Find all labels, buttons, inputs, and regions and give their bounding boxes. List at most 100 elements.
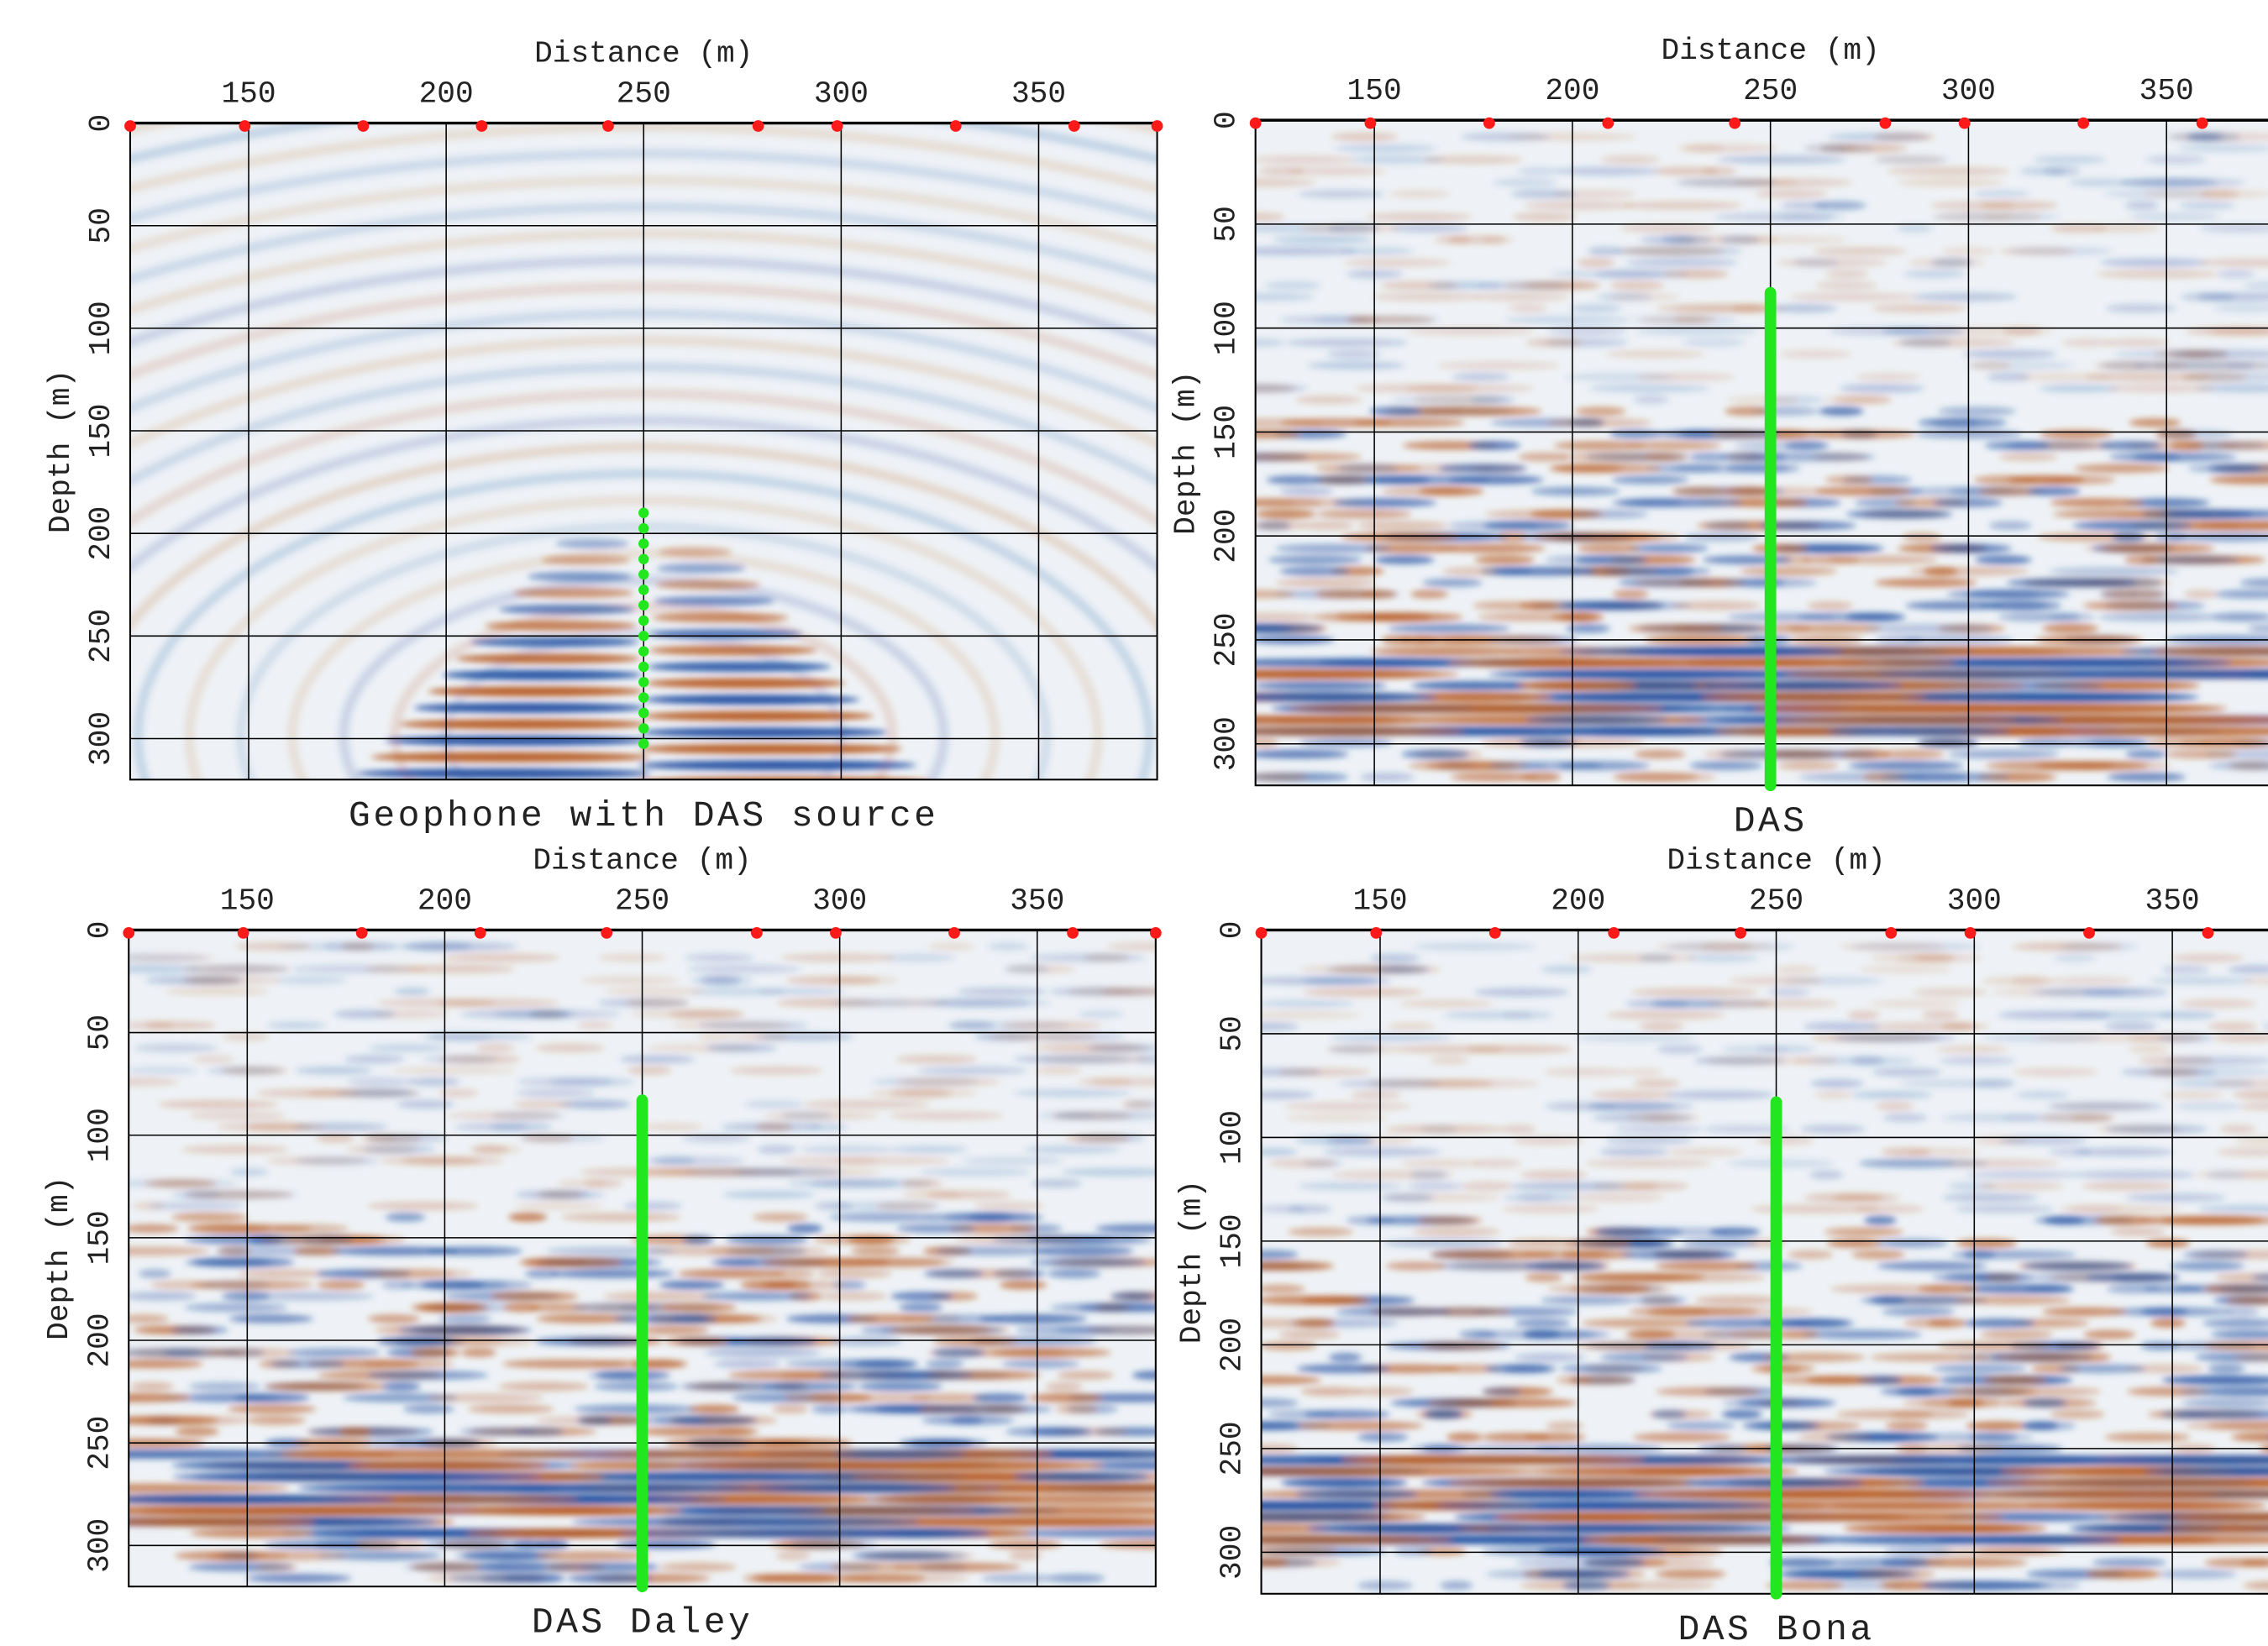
reflection	[1261, 1341, 1317, 1350]
reflection	[422, 1539, 546, 1549]
reflection	[2139, 1341, 2181, 1350]
reflection	[1633, 1490, 1985, 1499]
reflection	[2170, 1079, 2256, 1088]
reflection	[512, 1099, 572, 1109]
reflection	[403, 1404, 454, 1414]
reflection	[1779, 349, 1852, 359]
reflection	[1028, 1393, 1103, 1402]
reflection	[1078, 1303, 1156, 1313]
y-tick-label: 50	[82, 1014, 117, 1051]
reflection	[1562, 1580, 1612, 1591]
reflection	[1410, 681, 1542, 690]
reflection	[129, 1020, 174, 1030]
reflection	[1704, 749, 1761, 759]
reflection	[1525, 1261, 1605, 1271]
reflection	[129, 1066, 198, 1075]
reflection	[2050, 223, 2108, 233]
reflection	[1278, 486, 1334, 496]
x-axis-label: Distance (m)	[1661, 34, 1879, 68]
reflection	[1866, 1022, 1990, 1031]
reflection	[1255, 692, 1437, 702]
reflection	[1013, 1055, 1136, 1064]
y-tick-label: 300	[82, 1518, 117, 1573]
reflection	[498, 604, 636, 615]
reflection	[2113, 349, 2231, 359]
reflection	[255, 1562, 299, 1572]
reflection	[1261, 1558, 1289, 1567]
reflection	[1891, 338, 2016, 348]
reflection	[1612, 773, 1698, 782]
reflection	[1576, 258, 1615, 267]
reflection	[1284, 1102, 1411, 1111]
reflection	[2067, 1204, 2181, 1214]
reflection	[1633, 1296, 1688, 1305]
reflection	[498, 1381, 590, 1392]
y-axis-label: Depth (m)	[1174, 1180, 1209, 1344]
reflection	[2095, 1216, 2155, 1225]
reflection	[1998, 1010, 2111, 1020]
reflection	[1783, 1512, 2005, 1522]
reflection	[1651, 1409, 1687, 1419]
reflection	[1304, 1409, 1390, 1419]
reflection	[619, 1055, 696, 1064]
reflection	[1622, 1558, 1714, 1567]
reflection	[643, 710, 874, 721]
reflection	[238, 1269, 329, 1278]
reflection	[1707, 429, 1762, 439]
reflection	[1784, 1329, 1819, 1339]
reflection	[1483, 1523, 1793, 1533]
reflection	[647, 662, 832, 672]
reflection	[1809, 1170, 1844, 1180]
reflection	[1424, 1546, 1467, 1556]
reflection	[1357, 1433, 1409, 1442]
reflection	[1405, 384, 1536, 393]
reflection	[567, 1574, 653, 1583]
reflection	[1640, 235, 1713, 244]
reflection	[1013, 1472, 1150, 1481]
reflection	[2085, 372, 2211, 382]
reflection	[1446, 1433, 1483, 1442]
reflection	[1582, 1558, 1646, 1567]
reflection	[1560, 600, 1665, 611]
reflection	[1047, 1269, 1101, 1278]
reflection	[1370, 953, 1420, 962]
reflection	[1268, 1159, 1336, 1168]
reflection	[129, 964, 202, 974]
panel-title: DAS Bona	[1677, 1609, 1874, 1646]
reflection	[1947, 749, 2060, 759]
reflection	[1824, 1227, 1904, 1236]
reflection	[2182, 1250, 2249, 1260]
reflection	[1612, 590, 1649, 599]
reflection	[1845, 510, 1954, 519]
reflection	[1770, 303, 1837, 313]
reflection	[1599, 1284, 1650, 1293]
reflection	[1929, 543, 2013, 553]
reflection	[1099, 1539, 1156, 1549]
reflection	[1937, 1341, 2050, 1350]
reflection	[1628, 1239, 1672, 1248]
reflection	[682, 1134, 750, 1143]
source-marker	[124, 120, 136, 132]
reflection	[1872, 1067, 1942, 1077]
reflection	[1004, 964, 1050, 974]
reflection	[714, 1359, 781, 1369]
reflection	[2243, 1581, 2268, 1590]
reflection	[2198, 258, 2268, 267]
reflection	[1882, 1113, 1928, 1123]
reflection	[1294, 1135, 1373, 1145]
reflection	[2050, 1409, 2106, 1419]
reflection	[1331, 132, 1399, 142]
reflection	[365, 964, 427, 974]
reflection	[2124, 555, 2160, 564]
reflection	[755, 1032, 854, 1041]
reflection	[2097, 441, 2162, 450]
reflection	[454, 1551, 564, 1560]
reflection	[1625, 999, 1688, 1009]
reflection	[1672, 464, 1791, 473]
reflection	[401, 1280, 509, 1290]
reflection	[2043, 1216, 2085, 1225]
reflection	[557, 1178, 608, 1188]
reflection	[1717, 155, 1846, 165]
reflection	[1928, 1318, 1966, 1328]
reflection	[227, 1404, 317, 1414]
